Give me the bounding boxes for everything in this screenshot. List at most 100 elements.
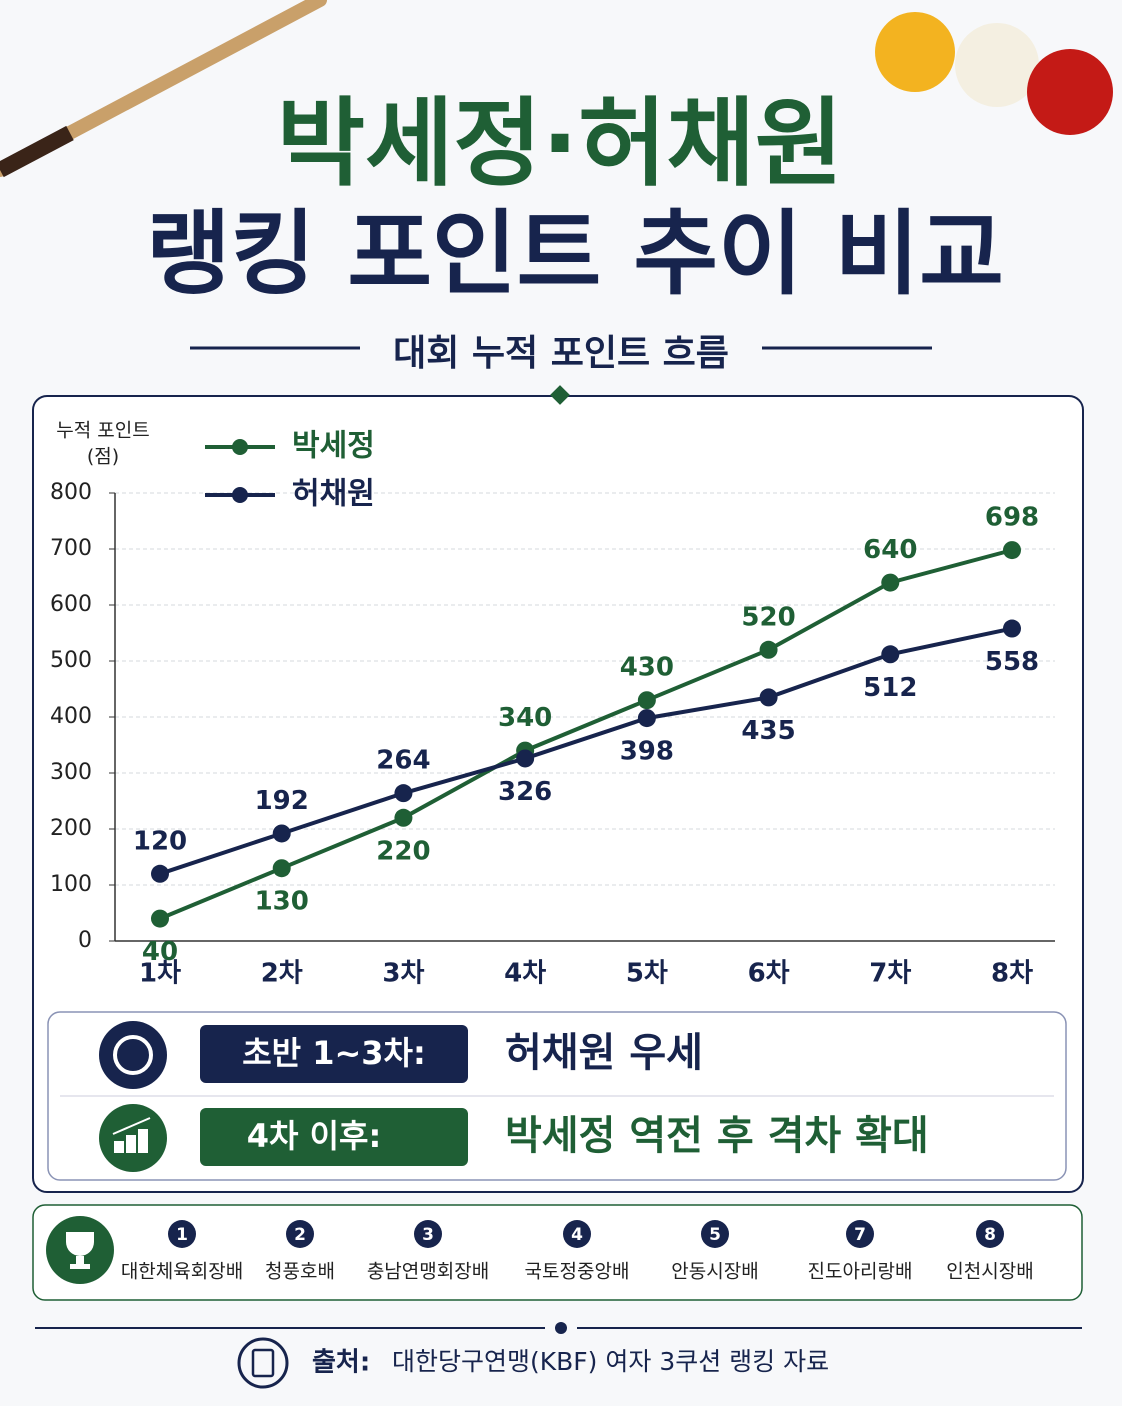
x-tick-label: 6차 — [748, 959, 790, 989]
source-label: 출처: — [312, 1348, 370, 1378]
x-tick-label: 5차 — [626, 959, 668, 989]
tournament-name: 인천시장배 — [946, 1261, 1033, 1283]
label-pill — [200, 1108, 468, 1166]
summary-text: 허채원 우세 — [505, 1030, 703, 1076]
x-tick-label: 7차 — [869, 959, 911, 989]
data-label: 435 — [741, 716, 795, 746]
data-label: 40 — [142, 937, 178, 967]
data-label: 130 — [255, 887, 309, 917]
y-tick-label: 800 — [50, 480, 92, 505]
trophy-icon — [66, 1232, 94, 1269]
badge — [976, 1220, 1004, 1248]
legend-label: 허채원 — [292, 477, 375, 512]
tournament-name: 충남연맹회장배 — [367, 1261, 489, 1283]
point — [881, 573, 900, 592]
data-label: 558 — [985, 647, 1039, 677]
point — [1003, 541, 1021, 560]
subtitle: 대회 누적 포인트 흐름 — [393, 333, 729, 374]
data-label: 430 — [620, 653, 674, 683]
y-tick-label: 400 — [50, 704, 92, 729]
tournament-name: 청풍호배 — [265, 1261, 335, 1283]
y-tick-label: 200 — [50, 816, 92, 841]
target-icon — [99, 1021, 167, 1089]
data-label: 398 — [620, 737, 674, 767]
point — [394, 784, 413, 803]
badge-number: 5 — [709, 1225, 721, 1245]
x-tick-label: 2차 — [261, 959, 303, 989]
y-tick-label: 500 — [50, 648, 92, 673]
summary-label: 4차 이후: — [247, 1117, 382, 1155]
target-icon — [113, 1035, 153, 1075]
badge — [286, 1220, 314, 1248]
tournament-name: 진도아리랑배 — [808, 1261, 913, 1283]
source-text: 대한당구연맹(KBF) 여자 3쿠션 랭킹 자료 — [392, 1347, 829, 1376]
tournament-list: 1 대한체육회장배 2 청풍호배 3 충남연맹회장배 4 국토정중앙배 5 안동시장배 7 진도아리랑… — [121, 1220, 1034, 1283]
x-tick-label: 8차 — [991, 959, 1033, 989]
y-tick-label: 300 — [50, 760, 92, 785]
tournament-name: 안동시장배 — [671, 1261, 758, 1283]
ball — [1027, 49, 1113, 135]
y-tick-label: 0 — [78, 928, 92, 953]
x-tick-label: 4차 — [504, 959, 546, 989]
badge — [563, 1220, 591, 1248]
tournament-name: 대한체육회장배 — [121, 1261, 243, 1283]
point — [272, 824, 291, 843]
tournament-name: 국토정중앙배 — [525, 1261, 630, 1283]
y-tick-label: 700 — [50, 536, 92, 561]
data-label: 120 — [133, 826, 187, 856]
legend-label: 박세정 — [292, 429, 375, 464]
clipboard-icon — [251, 1348, 275, 1378]
growth-icon — [112, 1117, 151, 1153]
ball — [955, 23, 1039, 107]
badge — [701, 1220, 729, 1248]
badge — [846, 1220, 874, 1248]
y-tick-label: 600 — [50, 592, 92, 617]
summary-text: 박세정 역전 후 격차 확대 — [505, 1113, 929, 1159]
point — [759, 688, 778, 707]
clipboard-icon — [237, 1337, 289, 1389]
label-pill — [200, 1025, 468, 1083]
badge-number: 3 — [422, 1225, 434, 1245]
data-label: 264 — [376, 746, 430, 776]
x-tick-label: 3차 — [382, 959, 424, 989]
data-label: 512 — [863, 673, 917, 703]
y-axis-label: 누적 포인트 — [56, 420, 149, 442]
point — [151, 864, 169, 883]
badge — [168, 1220, 196, 1248]
badge-number: 8 — [984, 1225, 996, 1245]
data-label: 220 — [376, 836, 430, 866]
point — [1003, 619, 1021, 638]
title: 박세정·허채원 — [277, 87, 843, 199]
legend-marker — [232, 487, 248, 503]
data-label: 326 — [498, 777, 552, 807]
legend-marker — [232, 439, 248, 455]
data-label: 698 — [985, 503, 1039, 533]
badge-number: 2 — [294, 1225, 306, 1245]
badge-number: 7 — [854, 1225, 866, 1245]
data-label: 640 — [863, 535, 917, 565]
plot: 0 100 200 300 400 500 600 700 800 1차 2차 3차 4차 5차 6차 7차 8… — [50, 429, 1055, 989]
data-label: 192 — [255, 786, 309, 816]
series-line — [159, 548, 1013, 921]
point — [637, 709, 656, 728]
data-label: 520 — [741, 602, 795, 632]
ornament — [550, 385, 570, 405]
summary-label: 초반 1~3차: — [242, 1034, 426, 1072]
x-tick-label: 1차 — [139, 959, 181, 989]
badge-number: 4 — [571, 1225, 583, 1245]
y-axis-label: (점) — [87, 446, 119, 468]
title: 랭킹 포인트 추이 비교 — [146, 200, 1004, 307]
cue-butt — [0, 125, 74, 178]
y-tick-label: 100 — [50, 872, 92, 897]
badge — [414, 1220, 442, 1248]
tournament-panel — [32, 1204, 1083, 1301]
data-label: 340 — [498, 703, 552, 733]
point — [272, 859, 291, 878]
point — [394, 808, 413, 827]
badge-number: 1 — [176, 1225, 188, 1245]
point — [881, 645, 900, 664]
point — [516, 749, 535, 768]
point — [151, 909, 169, 928]
